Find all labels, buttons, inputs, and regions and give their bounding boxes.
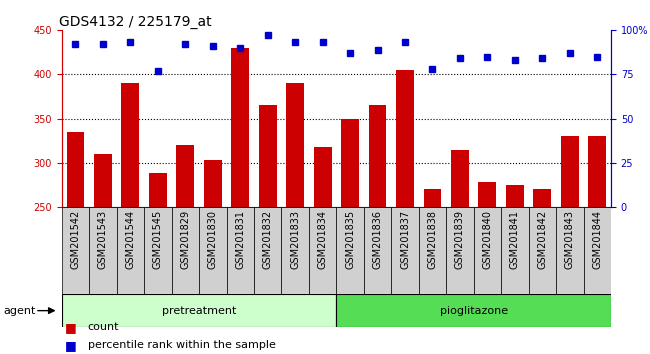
Text: GSM201837: GSM201837 [400, 210, 410, 269]
Text: GSM201544: GSM201544 [125, 210, 135, 269]
Bar [478, 182, 497, 207]
Bar [588, 136, 606, 207]
Text: GSM201832: GSM201832 [263, 210, 273, 269]
Bar [424, 189, 441, 207]
Bar [506, 185, 524, 207]
FancyBboxPatch shape [309, 207, 337, 294]
Text: agent: agent [3, 306, 36, 316]
Text: GSM201841: GSM201841 [510, 210, 520, 269]
FancyBboxPatch shape [117, 207, 144, 294]
Text: pioglitazone: pioglitazone [439, 306, 508, 316]
FancyBboxPatch shape [62, 207, 89, 294]
FancyBboxPatch shape [89, 207, 117, 294]
Text: GSM201836: GSM201836 [372, 210, 383, 269]
Text: GDS4132 / 225179_at: GDS4132 / 225179_at [59, 15, 212, 29]
FancyBboxPatch shape [144, 207, 172, 294]
Bar [204, 160, 222, 207]
Bar [94, 154, 112, 207]
Bar [534, 189, 551, 207]
FancyBboxPatch shape [172, 207, 199, 294]
Text: GSM201834: GSM201834 [318, 210, 328, 269]
FancyBboxPatch shape [364, 207, 391, 294]
FancyBboxPatch shape [501, 207, 528, 294]
Text: GSM201831: GSM201831 [235, 210, 245, 269]
Text: GSM201542: GSM201542 [70, 210, 81, 269]
Bar [369, 105, 387, 207]
Text: percentile rank within the sample: percentile rank within the sample [88, 340, 276, 350]
Text: ■: ■ [65, 339, 77, 352]
FancyBboxPatch shape [556, 207, 584, 294]
FancyBboxPatch shape [62, 294, 337, 327]
Bar [176, 145, 194, 207]
FancyBboxPatch shape [528, 207, 556, 294]
Bar [286, 83, 304, 207]
Bar [341, 119, 359, 207]
FancyBboxPatch shape [337, 294, 611, 327]
Text: pretreatment: pretreatment [162, 306, 236, 316]
Text: GSM201545: GSM201545 [153, 210, 163, 269]
FancyBboxPatch shape [337, 207, 364, 294]
FancyBboxPatch shape [391, 207, 419, 294]
Bar [149, 173, 167, 207]
Bar [231, 48, 249, 207]
Text: GSM201838: GSM201838 [428, 210, 437, 269]
Text: GSM201843: GSM201843 [565, 210, 575, 269]
FancyBboxPatch shape [584, 207, 611, 294]
Bar [66, 132, 84, 207]
Text: GSM201833: GSM201833 [290, 210, 300, 269]
Text: GSM201842: GSM201842 [538, 210, 547, 269]
FancyBboxPatch shape [254, 207, 281, 294]
FancyBboxPatch shape [419, 207, 446, 294]
Text: GSM201835: GSM201835 [345, 210, 355, 269]
Bar [314, 147, 332, 207]
Bar [259, 105, 277, 207]
FancyBboxPatch shape [227, 207, 254, 294]
Text: count: count [88, 322, 119, 332]
Text: GSM201829: GSM201829 [180, 210, 190, 269]
Bar [561, 136, 579, 207]
FancyBboxPatch shape [281, 207, 309, 294]
FancyBboxPatch shape [474, 207, 501, 294]
Bar [122, 83, 139, 207]
Text: GSM201839: GSM201839 [455, 210, 465, 269]
FancyBboxPatch shape [446, 207, 474, 294]
Text: GSM201840: GSM201840 [482, 210, 493, 269]
Text: GSM201543: GSM201543 [98, 210, 108, 269]
FancyBboxPatch shape [199, 207, 227, 294]
Bar [451, 149, 469, 207]
Text: GSM201830: GSM201830 [208, 210, 218, 269]
Bar [396, 70, 414, 207]
Text: ■: ■ [65, 321, 77, 334]
Text: GSM201844: GSM201844 [592, 210, 603, 269]
